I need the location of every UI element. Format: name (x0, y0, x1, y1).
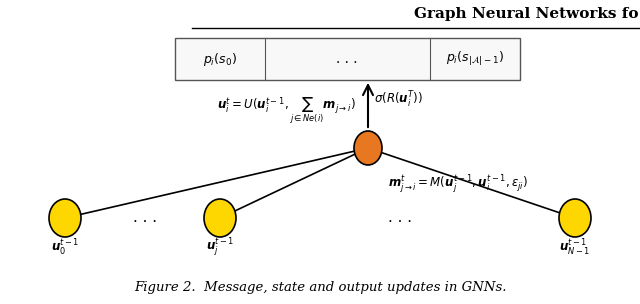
FancyBboxPatch shape (175, 38, 520, 80)
Text: . . .: . . . (336, 52, 358, 66)
Text: $\boldsymbol{u}_i^t = U(\boldsymbol{u}_i^{t-1},\sum_{j \in Ne(i)} \boldsymbol{m}: $\boldsymbol{u}_i^t = U(\boldsymbol{u}_i… (218, 96, 356, 126)
Ellipse shape (49, 199, 81, 237)
Text: . . .: . . . (133, 211, 157, 225)
Text: $\boldsymbol{m}_{j \rightarrow i}^t = M(\boldsymbol{u}_j^{t-1}, \boldsymbol{u}_i: $\boldsymbol{m}_{j \rightarrow i}^t = M(… (388, 174, 528, 196)
Text: $\boldsymbol{u}_0^{t-1}$: $\boldsymbol{u}_0^{t-1}$ (51, 238, 79, 258)
Text: . . .: . . . (388, 211, 412, 225)
Text: Graph Neural Networks fo: Graph Neural Networks fo (413, 7, 638, 21)
Ellipse shape (559, 199, 591, 237)
Ellipse shape (354, 131, 382, 165)
Text: $\boldsymbol{u}_j^{t-1}$: $\boldsymbol{u}_j^{t-1}$ (206, 237, 234, 259)
Text: $p_i(s_{|\mathcal{A}|-1})$: $p_i(s_{|\mathcal{A}|-1})$ (446, 50, 504, 68)
Text: $p_i(s_0)$: $p_i(s_0)$ (203, 50, 237, 67)
Text: Figure 2.  Message, state and output updates in GNNs.: Figure 2. Message, state and output upda… (134, 282, 506, 295)
Text: $\boldsymbol{u}_{N-1}^{t-1}$: $\boldsymbol{u}_{N-1}^{t-1}$ (559, 238, 591, 258)
Ellipse shape (204, 199, 236, 237)
Text: $\sigma(R(\boldsymbol{u}_i^T))$: $\sigma(R(\boldsymbol{u}_i^T))$ (374, 90, 423, 110)
